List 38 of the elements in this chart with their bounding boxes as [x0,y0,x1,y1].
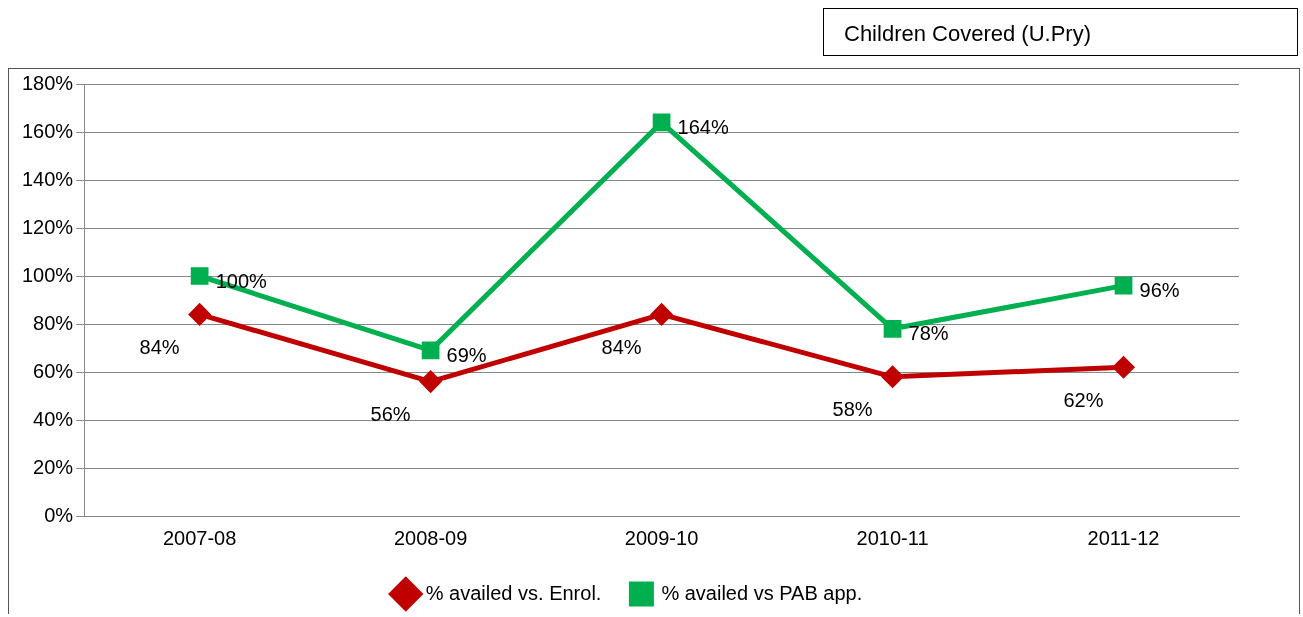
legend-label: % availed vs. Enrol. [425,581,602,604]
data-label: 78% [908,322,949,345]
x-tick-label: 2010-11 [856,526,929,549]
y-tick-label: 60% [33,359,74,382]
data-label: 84% [601,335,642,358]
y-tick-label: 20% [33,455,74,478]
chart-title: Children Covered (U.Pry) [823,8,1298,56]
y-tick-label: 0% [44,503,74,526]
y-tick-label: 120% [22,215,74,238]
point [882,366,904,388]
point [421,341,440,360]
y-tick-label: 140% [22,167,74,190]
point [190,267,209,285]
data-label: 69% [446,343,487,366]
data-label: 84% [139,335,180,358]
point [189,303,211,325]
point [1113,356,1135,378]
y-tick-label: 80% [33,311,74,334]
data-label: 96% [1139,279,1180,302]
point [1114,276,1133,295]
point [883,319,902,338]
data-label: 164% [677,115,729,138]
y-tick-label: 100% [22,263,74,286]
data-label: 58% [832,398,873,421]
y-tick-label: 180% [22,71,74,94]
data-label: 100% [215,269,268,292]
x-tick-label: 2007-08 [162,526,237,549]
x-tick-label: 2009-10 [624,526,699,549]
x-tick-label: 2011-12 [1087,526,1160,549]
data-label: 56% [370,403,411,426]
data-label: 62% [1063,388,1104,411]
point [652,113,671,132]
point [420,371,442,393]
y-tick-label: 40% [33,407,74,430]
legend-label: % availed vs PAB app. [661,581,863,604]
y-tick-label: 160% [22,119,74,142]
x-tick-label: 2008-09 [393,526,468,549]
point [651,303,673,325]
